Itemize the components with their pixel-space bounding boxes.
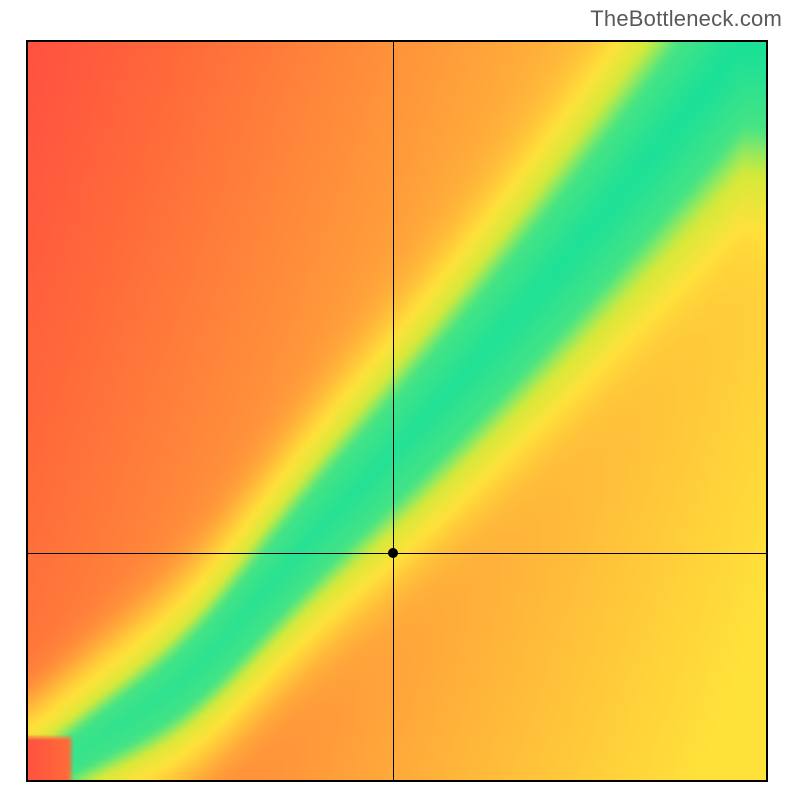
attribution-text: TheBottleneck.com bbox=[590, 6, 782, 32]
heatmap-plot bbox=[26, 40, 768, 782]
selection-marker bbox=[388, 548, 398, 558]
crosshair-vertical bbox=[393, 42, 394, 780]
heatmap-canvas bbox=[28, 42, 766, 780]
